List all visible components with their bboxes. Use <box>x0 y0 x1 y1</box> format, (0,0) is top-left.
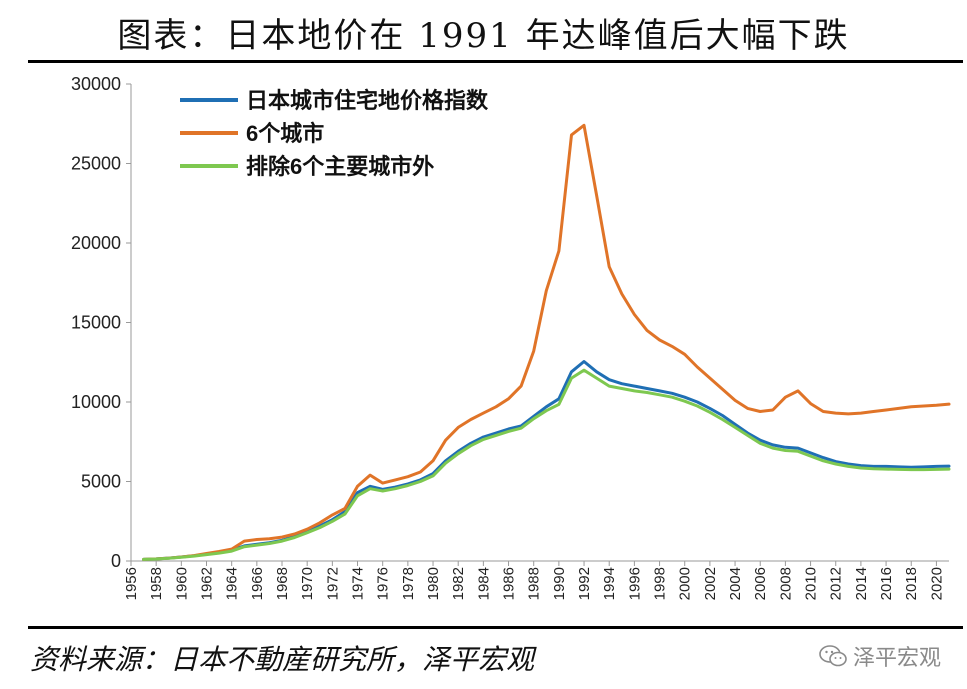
x-tick-label: 2016 <box>878 567 895 600</box>
watermark: 泽平宏观 <box>819 640 941 672</box>
chart-series <box>142 123 951 561</box>
source-note: 资料来源：日本不動産研究所，泽平宏观 <box>30 643 535 676</box>
x-tick-label: 1986 <box>501 567 518 600</box>
series-line-1 <box>142 360 951 561</box>
x-tick-label: 1988 <box>526 567 543 600</box>
x-tick-label: 2004 <box>727 567 744 600</box>
x-tick-label: 1972 <box>324 567 341 600</box>
x-tick-label: 1990 <box>551 567 568 600</box>
bottom-rule <box>28 626 963 629</box>
wechat-icon <box>819 645 847 667</box>
y-tick-label: 20000 <box>71 233 121 253</box>
page-title: 图表：日本地价在 1991 年达峰值后大幅下跌 <box>117 16 850 56</box>
y-tick-label: 0 <box>111 551 121 571</box>
x-tick-label: 1980 <box>425 567 442 600</box>
y-tick-label: 25000 <box>71 154 121 174</box>
watermark-text: 泽平宏观 <box>852 646 941 671</box>
x-tick-label: 1964 <box>224 567 241 600</box>
x-tick-label: 2014 <box>853 567 870 600</box>
y-tick-label: 15000 <box>71 313 121 333</box>
x-tick-label: 1976 <box>375 567 392 600</box>
y-tick-label: 10000 <box>71 392 121 412</box>
x-tick-label: 2020 <box>928 567 945 600</box>
y-tick-label: 5000 <box>81 472 121 492</box>
x-tick-label: 2002 <box>702 567 719 600</box>
top-rule <box>28 60 963 63</box>
x-tick-label: 1956 <box>123 567 140 600</box>
x-tick-label: 1984 <box>475 567 492 600</box>
line-chart: 0 5000 10000 15000 20000 25000 30000 1956 1958 19… <box>71 74 951 600</box>
x-tick-label: 2018 <box>903 567 920 600</box>
legend-label: 6个城市 <box>246 121 324 146</box>
legend-label: 日本城市住宅地价格指数 <box>246 88 489 113</box>
x-tick-label: 1996 <box>626 567 643 600</box>
x-tick-label: 1970 <box>299 567 316 600</box>
legend-label: 排除6个主要城市外 <box>246 154 434 179</box>
series-line-3 <box>142 368 951 561</box>
x-tick-label: 2008 <box>777 567 794 600</box>
chart-axes: 0 5000 10000 15000 20000 25000 30000 1956 1958 19… <box>71 74 949 600</box>
x-tick-label: 2000 <box>677 567 694 600</box>
x-tick-label: 1974 <box>350 567 367 600</box>
x-tick-label: 1992 <box>576 567 593 600</box>
x-tick-label: 1968 <box>274 567 291 600</box>
x-tick-label: 2010 <box>803 567 820 600</box>
series-line-2 <box>142 123 951 561</box>
x-tick-label: 1994 <box>601 567 618 600</box>
x-tick-label: 2006 <box>752 567 769 600</box>
x-tick-label: 1982 <box>450 567 467 600</box>
x-tick-label: 2012 <box>828 567 845 600</box>
x-tick-label: 1998 <box>652 567 669 600</box>
x-tick-label: 1960 <box>173 567 190 600</box>
x-tick-label: 1966 <box>249 567 266 600</box>
x-tick-label: 1958 <box>148 567 165 600</box>
x-tick-label: 1962 <box>199 567 216 600</box>
x-tick-label: 1978 <box>400 567 417 600</box>
y-tick-label: 30000 <box>71 74 121 94</box>
